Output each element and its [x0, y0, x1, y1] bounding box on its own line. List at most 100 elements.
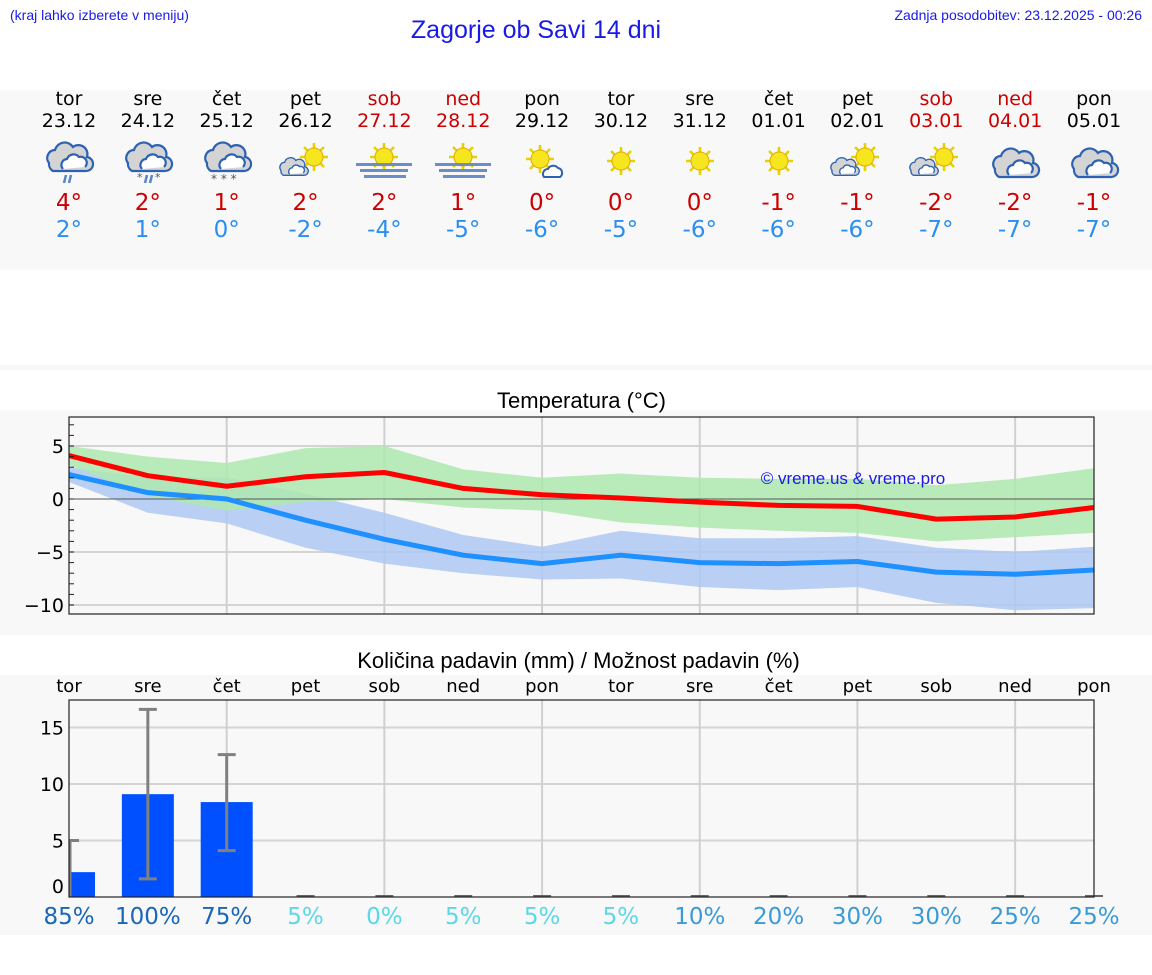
sun-fog-icon — [345, 132, 423, 190]
svg-text:*: * — [155, 171, 161, 183]
temp-min: -5° — [446, 217, 481, 243]
temp-max: 2° — [134, 190, 161, 216]
temp-max: -1° — [761, 190, 796, 216]
temp-max: 2° — [371, 190, 398, 216]
day-forecast-10: pet 02.01 -1° -6° — [818, 88, 896, 244]
y-tick-label: −5 — [36, 542, 64, 564]
precipitation-chart: 15 10 5 0 — [40, 699, 1103, 898]
day-forecast-12: ned 04.01 -2° -7° — [976, 88, 1054, 244]
day-forecast-2: čet 25.12 * * * 1° 0° — [188, 88, 266, 244]
precip-day-label: sre — [134, 676, 162, 697]
day-date: 30.12 — [593, 110, 649, 132]
day-forecast-5: ned 28.12 1° -5° — [424, 88, 502, 244]
day-forecast-9: čet 01.01 -1° -6° — [740, 88, 818, 244]
precip-day-label: pet — [290, 676, 321, 697]
sun-icon — [582, 132, 660, 190]
sun-icon — [740, 132, 818, 190]
day-name: sob — [367, 88, 402, 110]
daily-forecast-row: tor 23.12 4° 2° sre 24.12 * * 2° 1° čet 25.… — [0, 88, 1152, 268]
y-tick-label: 5 — [52, 831, 64, 853]
precip-day-label: pon — [525, 676, 559, 697]
precip-day-label: pet — [842, 676, 873, 697]
precip-probability: 85% — [43, 904, 95, 930]
day-name: pon — [1076, 88, 1112, 110]
sun-cloud-icon — [267, 132, 345, 190]
cloud-icon — [1055, 132, 1133, 190]
copyright-annotation: © vreme.us & vreme.pro — [761, 469, 945, 488]
precip-day-label: ned — [998, 676, 1033, 697]
temp-min: -7° — [997, 217, 1033, 243]
temp-min: -7° — [919, 217, 954, 243]
day-name: ned — [445, 88, 482, 110]
sun-icon — [661, 132, 739, 190]
precip-probability: 5% — [444, 904, 482, 930]
day-name: čet — [211, 88, 242, 110]
temp-min: 0° — [213, 217, 240, 243]
day-date: 23.12 — [41, 110, 97, 132]
day-date: 03.01 — [909, 110, 964, 132]
precip-day-label: sob — [368, 676, 401, 697]
temperature-chart: 5 0 −5 −10 © vreme.us & vreme.pro — [24, 416, 1095, 617]
temp-min: 1° — [134, 217, 161, 243]
day-date: 29.12 — [514, 110, 570, 132]
temp-max: 0° — [686, 190, 713, 216]
temperature-chart-title: Temperatura (°C) — [497, 388, 666, 413]
day-name: ned — [997, 88, 1034, 110]
svg-text:*: * — [137, 171, 143, 183]
day-forecast-8: sre 31.12 0° -6° — [661, 88, 739, 244]
svg-text:* * *: * * * — [211, 172, 237, 183]
day-date: 25.12 — [199, 110, 254, 132]
precip-day-label: pon — [1077, 676, 1111, 697]
temp-max: -1° — [1076, 190, 1112, 216]
day-date: 01.01 — [751, 110, 806, 132]
day-name: tor — [55, 88, 83, 110]
precip-probability: 25% — [989, 904, 1041, 930]
day-name: pon — [524, 88, 560, 110]
temp-max: -2° — [919, 190, 954, 216]
precip-probability: 5% — [602, 904, 640, 930]
y-tick-label: 0 — [52, 489, 64, 511]
day-name: pet — [289, 88, 322, 110]
temp-min: -4° — [367, 217, 402, 243]
temp-max: 1° — [450, 190, 477, 216]
sun-fog-icon — [424, 132, 502, 190]
precip-probability: 75% — [201, 904, 253, 930]
precip-probability: 5% — [287, 904, 324, 930]
day-date: 04.01 — [987, 110, 1043, 132]
day-date: 24.12 — [120, 110, 176, 132]
day-name: sre — [685, 88, 715, 110]
precip-probability: 30% — [910, 904, 962, 930]
precip-day-label: sre — [686, 676, 714, 697]
sun-small-cloud-icon — [503, 132, 581, 190]
temp-min: 2° — [55, 217, 83, 243]
temp-min: -6° — [682, 217, 717, 243]
y-tick-label: −10 — [24, 595, 64, 617]
temp-min: -2° — [288, 217, 323, 243]
precip-probability: 20% — [753, 904, 805, 930]
day-name: čet — [763, 88, 794, 110]
cloud-rain-icon — [30, 132, 108, 190]
daily-forecast-panel — [0, 90, 1152, 270]
precip-probability: 0% — [366, 904, 403, 930]
day-date: 26.12 — [278, 110, 333, 132]
y-tick-label: 15 — [40, 718, 64, 740]
temp-max: -1° — [840, 190, 875, 216]
precip-probability: 5% — [523, 904, 561, 930]
day-name: sob — [919, 88, 954, 110]
y-tick-label: 0 — [52, 876, 64, 898]
day-forecast-3: pet 26.12 2° -2° — [267, 88, 345, 244]
day-forecast-0: tor 23.12 4° 2° — [30, 88, 108, 244]
precip-probability: 100% — [114, 904, 181, 930]
day-forecast-6: pon 29.12 0° -6° — [503, 88, 581, 244]
temp-max: 0° — [528, 190, 556, 216]
temp-min: -6° — [524, 217, 560, 243]
precip-probability: 10% — [674, 904, 726, 930]
page-title: Zagorje ob Savi 14 dni — [410, 16, 662, 44]
day-date: 28.12 — [436, 110, 491, 132]
day-date: 05.01 — [1066, 110, 1122, 132]
temp-min: -6° — [840, 217, 875, 243]
day-forecast-11: sob 03.01 -2° -7° — [897, 88, 975, 244]
y-tick-label: 5 — [52, 436, 64, 458]
precip-day-label: tor — [608, 676, 634, 697]
temp-min: -5° — [603, 217, 639, 243]
